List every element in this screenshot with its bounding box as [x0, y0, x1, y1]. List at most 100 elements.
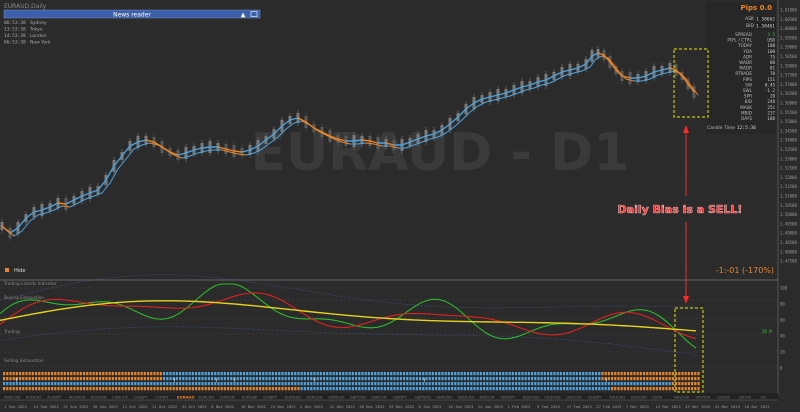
signal-dot	[649, 382, 652, 386]
signal-dot	[70, 377, 73, 381]
signal-dot-rows: ↑ ↑ ↑ ↑ ↑ ↑ ↑	[3, 372, 700, 391]
signal-dot	[217, 382, 220, 386]
slow-ma-segment	[261, 142, 271, 150]
pair-button[interactable]: NZDUSD	[523, 395, 540, 400]
signal-dot	[451, 387, 454, 391]
pair-button[interactable]: CHFJPY	[155, 395, 169, 400]
slow-ma-segment	[649, 74, 659, 80]
pair-button[interactable]: EURAUD	[177, 395, 195, 400]
price-axis[interactable]: 1.61000 1.60500 1.60000 1.59500 1.59000 1.585…	[780, 8, 797, 264]
slow-ma-segment	[253, 148, 263, 154]
signal-dot	[191, 387, 194, 391]
pair-strip[interactable]: AUDCAD AUDCHF AUDJPY AUDNZD AUDUSD CADCHF CADJ…	[4, 395, 767, 400]
signal-dot	[527, 382, 530, 386]
signal-dot	[655, 377, 658, 381]
pair-button[interactable]: EURGBP	[242, 395, 258, 400]
signal-dot	[233, 377, 236, 381]
signal-dot	[553, 377, 556, 381]
signal-dot	[374, 382, 377, 386]
signal-dot	[399, 382, 402, 386]
signal-dot	[415, 377, 418, 381]
pair-button[interactable]: EURUSD	[307, 395, 323, 400]
signal-dot	[671, 382, 674, 386]
pair-button[interactable]: EURCAD	[199, 395, 215, 400]
pair-button[interactable]: GBPCAD	[350, 395, 366, 400]
slow-ma-segment	[149, 142, 159, 146]
pair-button[interactable]: AUDCAD	[4, 395, 21, 400]
signal-dot	[124, 387, 127, 391]
pair-button[interactable]: GBPJPY	[393, 395, 407, 400]
pair-button[interactable]: USDCAD	[544, 395, 560, 400]
pair-button[interactable]: NZDJPY	[501, 395, 516, 400]
pair-button[interactable]: UK100	[739, 395, 752, 400]
signal-dot	[195, 387, 198, 391]
pair-button[interactable]: USDCHF	[566, 395, 582, 400]
signal-dot	[460, 382, 463, 386]
pair-button[interactable]: SPX500	[696, 395, 711, 400]
price-tick-label: 1.53500	[780, 147, 797, 152]
signal-dot	[431, 372, 434, 376]
signal-dot	[83, 382, 86, 386]
pair-button[interactable]: USDJPY	[588, 395, 602, 400]
time-tick-label: 31 Oct 2022	[182, 404, 207, 409]
pair-button[interactable]: CADJPY	[134, 395, 148, 400]
fast-ma-segment	[603, 54, 611, 63]
pair-button[interactable]: CADCHF	[112, 395, 128, 400]
pair-button[interactable]: AUDJPY	[47, 395, 62, 400]
signal-dot	[617, 372, 620, 376]
pair-button[interactable]: XAGUSD	[631, 395, 647, 400]
signal-dot	[86, 372, 89, 376]
news-reader-collapse-icon[interactable]: ▲	[241, 12, 246, 19]
signal-dot	[457, 372, 460, 376]
pair-button[interactable]: EURJPY	[263, 395, 277, 400]
signal-dot	[351, 387, 354, 391]
info-row-value: 81	[770, 66, 776, 71]
fast-ma-segment	[265, 133, 275, 141]
signal-dot	[371, 377, 374, 381]
signal-dot	[636, 372, 639, 376]
signal-dot	[553, 387, 556, 391]
slow-ma-segment	[125, 148, 135, 160]
news-reader-window-icon[interactable]	[250, 11, 258, 17]
pair-button[interactable]: EURNZD	[285, 395, 301, 400]
pair-button[interactable]: AUDNZD	[69, 395, 86, 400]
pair-button[interactable]: EURCHF	[220, 395, 235, 400]
pair-button[interactable]: AUDCHF	[26, 395, 42, 400]
pair-button[interactable]: GBPUSD	[436, 395, 452, 400]
pair-button[interactable]: GBPAUD	[328, 395, 344, 400]
signal-dot	[169, 372, 172, 376]
pair-button[interactable]: NAS100	[674, 395, 690, 400]
signal-dot	[236, 377, 239, 381]
pair-button[interactable]: US30	[652, 395, 663, 400]
pair-button[interactable]: GBPNZD	[415, 395, 431, 400]
slow-ma-segment	[517, 89, 527, 94]
signal-dot	[63, 377, 66, 381]
signal-dot	[633, 377, 636, 381]
fast-ma-segment	[497, 92, 507, 96]
slow-ma-segment	[601, 55, 609, 59]
signal-dot	[335, 377, 338, 381]
news-reader-background[interactable]	[3, 9, 261, 19]
signal-dot	[681, 372, 684, 376]
pair-button[interactable]: NZDCHF	[479, 395, 495, 400]
signal-dot	[553, 372, 556, 376]
info-row-value: 20	[770, 94, 776, 99]
signal-dot	[454, 372, 457, 376]
pair-button[interactable]: NZDCAD	[458, 395, 475, 400]
price-tick-label: 1.50000	[780, 212, 797, 217]
signal-dot	[131, 372, 134, 376]
pair-button[interactable]: GER30	[717, 395, 730, 400]
hide-toggle[interactable]: Hide	[5, 268, 25, 274]
pair-button[interactable]: GBPCHF	[371, 395, 387, 400]
signal-dot	[508, 372, 511, 376]
pair-button[interactable]: OIL	[760, 395, 767, 400]
news-reader-bar[interactable]: News reader ▲	[3, 9, 261, 19]
indicator-labels: Trading Lizards Indicator Buying Exhausti…	[3, 281, 57, 364]
signal-dot	[566, 377, 569, 381]
pair-button[interactable]: XAUUSD	[609, 395, 625, 400]
time-tick-label: 20 Dec 2022	[359, 404, 384, 409]
hide-checkbox[interactable]	[5, 268, 9, 272]
pair-button[interactable]: AUDUSD	[90, 395, 106, 400]
signal-dot	[329, 382, 332, 386]
